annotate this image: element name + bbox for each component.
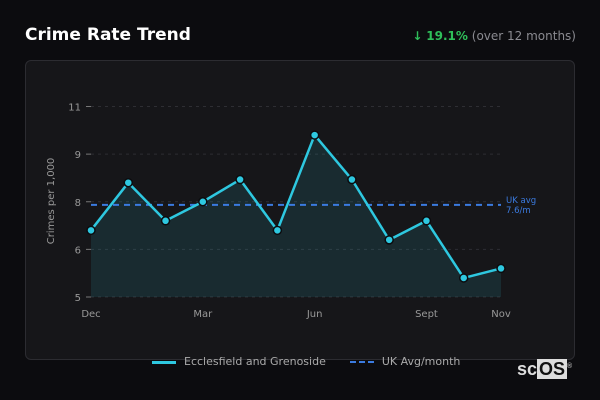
data-point: [309, 130, 320, 140]
page-title: Crime Rate Trend: [25, 25, 191, 45]
data-point: [458, 273, 469, 283]
down-arrow-icon: ↓: [412, 29, 423, 43]
data-point: [272, 225, 283, 236]
x-tick-label: Dec: [81, 309, 100, 320]
data-point: [496, 263, 506, 274]
y-tick-label: 11: [68, 103, 81, 114]
scos-logo: sc OS ®: [517, 359, 573, 379]
legend-ref-label: UK Avg/month: [381, 355, 461, 368]
chart-card: [25, 60, 575, 360]
change-summary: ↓ 19.1% (over 12 months): [412, 29, 576, 43]
data-point: [347, 174, 357, 185]
legend-item-uk-avg[interactable]: UK Avg/month: [349, 355, 461, 368]
data-point: [384, 235, 394, 245]
legend: Ecclesfield and Grenoside UK Avg/month: [152, 355, 460, 368]
x-tick-label: Jun: [306, 309, 323, 320]
change-percent: 19.1%: [426, 29, 468, 43]
series-area: [91, 135, 501, 297]
y-axis-label: Crimes per 1,000: [46, 158, 57, 245]
data-point: [86, 225, 96, 236]
data-point: [160, 216, 171, 226]
legend-series-label: Ecclesfield and Grenoside: [184, 355, 326, 368]
x-tick-label: Sept: [415, 309, 438, 320]
data-point: [123, 177, 134, 188]
y-tick-label: 8: [75, 198, 81, 209]
change-period: (over 12 months): [471, 29, 576, 43]
x-tick-label: Nov: [491, 309, 511, 320]
y-tick-label: 9: [75, 150, 81, 161]
series-line: [90, 133, 502, 280]
y-tick-label: 6: [75, 245, 81, 256]
data-point: [198, 197, 208, 207]
uk-avg-label: UK avg: [506, 196, 536, 206]
uk-avg-value: 7.6/m: [506, 206, 531, 216]
legend-item-series[interactable]: Ecclesfield and Grenoside: [152, 355, 326, 368]
y-tick-label: 5: [75, 293, 81, 304]
x-tick-label: Mar: [193, 309, 213, 320]
data-point: [235, 174, 245, 185]
data-point: [421, 216, 432, 226]
